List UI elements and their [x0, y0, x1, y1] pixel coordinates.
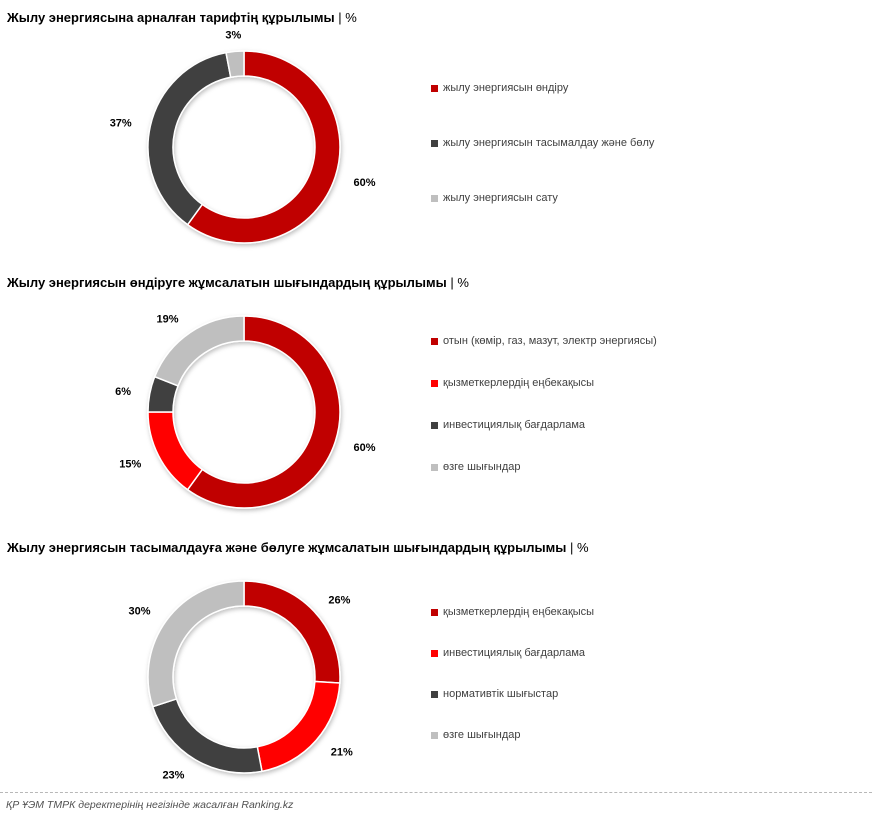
chart-section-production-costs: Жылу энергиясын өндіруге жұмсалатын шығы… — [0, 265, 872, 527]
donut-slice — [225, 50, 245, 79]
legend-item: өзге шығындар — [431, 729, 520, 741]
legend-swatch — [431, 731, 438, 739]
legend-item: қызметкерлердің еңбекақысы — [431, 377, 594, 389]
slice-label: 19% — [156, 314, 178, 326]
legend-label: қызметкерлердің еңбекақысы — [443, 606, 595, 618]
donut-slice — [256, 680, 341, 773]
donut-chart: 26% 21% 23% 30% — [129, 580, 353, 781]
chart-title-unit: | % — [338, 10, 357, 25]
footer-divider — [0, 792, 872, 793]
donut-slice — [147, 411, 204, 491]
legend-item: жылу энергиясын тасымалдау және бөлу — [431, 137, 654, 149]
donut-chart: 60% 37% 3% — [110, 30, 376, 244]
slice-label: 60% — [353, 177, 375, 189]
slice-label: 60% — [353, 442, 375, 454]
legend-label: өзге шығындар — [443, 461, 521, 473]
chart-title: Жылу энергиясын өндіруге жұмсалатын шығы… — [7, 275, 469, 290]
slice-label: 15% — [119, 458, 141, 470]
slice-label: 37% — [110, 117, 132, 129]
donut-ring — [147, 580, 341, 774]
chart-title-unit: | % — [569, 540, 589, 555]
legend-swatch — [431, 649, 438, 657]
legend-swatch — [431, 337, 438, 345]
slice-label: 3% — [225, 30, 241, 42]
donut-chart: 60% 15% 6% 19% — [115, 314, 376, 509]
slice-label: 6% — [115, 386, 131, 398]
chart-title: Жылу энергиясын тасымалдауға және бөлуге… — [7, 540, 589, 555]
legend-swatch — [431, 608, 438, 616]
slice-label: 26% — [328, 595, 350, 607]
donut-slice — [147, 51, 232, 226]
legend-label: жылу энергиясын өндіру — [443, 82, 569, 94]
legend-swatch — [431, 84, 438, 92]
legend-label: отын (көмір, газ, мазут, электр энергияс… — [443, 335, 657, 347]
chart-title-text: Жылу энергиясына арналған тарифтің құрыл… — [7, 10, 335, 25]
legend-swatch — [431, 463, 438, 471]
legend-label: инвестициялық бағдарлама — [443, 647, 586, 659]
legend-item: нормативтік шығыстар — [431, 688, 558, 700]
donut-slice — [151, 697, 263, 774]
legend-item: жылу энергиясын сату — [431, 192, 558, 204]
chart-title-text: Жылу энергиясын өндіруге жұмсалатын шығы… — [7, 275, 447, 290]
legend-item: қызметкерлердің еңбекақысы — [431, 606, 594, 618]
donut-slice — [153, 315, 245, 387]
slice-label: 30% — [129, 606, 151, 618]
legend-item: отын (көмір, газ, мазут, электр энергияс… — [431, 335, 657, 347]
source-note: ҚР ҰЭМ ТМРК деректерінің негізінде жасал… — [6, 799, 294, 811]
legend-swatch — [431, 690, 438, 698]
legend-item: инвестициялық бағдарлама — [431, 419, 585, 431]
chart-title-text: Жылу энергиясын тасымалдауға және бөлуге… — [7, 540, 567, 555]
donut-slice — [147, 580, 245, 708]
legend-label: жылу энергиясын сату — [443, 192, 558, 204]
donut-ring — [147, 50, 341, 244]
donut-slice — [243, 580, 341, 684]
legend-label: нормативтік шығыстар — [443, 688, 559, 700]
legend-label: инвестициялық бағдарлама — [443, 419, 586, 431]
legend-label: жылу энергиясын тасымалдау және бөлу — [443, 137, 655, 149]
chart-section-distribution-costs: Жылу энергиясын тасымалдауға және бөлуге… — [0, 530, 872, 792]
legend-item: инвестициялық бағдарлама — [431, 647, 585, 659]
legend-swatch — [431, 379, 438, 387]
legend-swatch — [431, 421, 438, 429]
legend-swatch — [431, 139, 438, 147]
legend-item: жылу энергиясын өндіру — [431, 82, 568, 94]
donut-slice — [186, 50, 341, 244]
chart-section-tariff: Жылу энергиясына арналған тарифтің құрыл… — [0, 0, 872, 262]
slice-label: 21% — [331, 747, 353, 759]
slice-label: 23% — [162, 769, 184, 781]
chart-title: Жылу энергиясына арналған тарифтің құрыл… — [7, 10, 357, 25]
legend-label: қызметкерлердің еңбекақысы — [443, 377, 595, 389]
donut-ring — [147, 315, 341, 509]
chart-title-unit: | % — [450, 275, 469, 290]
legend-label: өзге шығындар — [443, 729, 521, 741]
donut-slice — [186, 315, 341, 509]
legend-swatch — [431, 194, 438, 202]
legend-item: өзге шығындар — [431, 461, 520, 473]
